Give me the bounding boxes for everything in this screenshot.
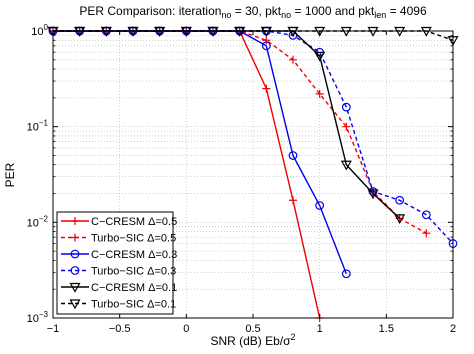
y-axis-ticks: 100 10−1 10−2 10−3: [27, 23, 453, 325]
data-point: [342, 122, 351, 131]
series-line: [53, 30, 427, 234]
legend-entry: C−CRESM Δ=0.1: [61, 282, 177, 294]
legend-marker: [70, 266, 80, 275]
legend-marker: [69, 299, 81, 310]
legend-marker: [71, 217, 79, 225]
chart-title: PER Comparison: iterationno = 30, pktno …: [79, 4, 427, 20]
y-tick-label: 10−2: [27, 214, 49, 229]
legend-label: C−CRESM Δ=0.1: [91, 282, 177, 294]
x-tick-label: 1: [317, 323, 323, 335]
x-axis-label: SNR (dB) Eb/σ2: [210, 332, 295, 348]
data-point: [394, 214, 406, 225]
legend-label: Turbo−SIC Δ=0.1: [91, 299, 176, 311]
x-tick-label: 2: [450, 323, 456, 335]
y-tick-label: 100: [31, 23, 48, 38]
x-tick-label: 1.5: [379, 323, 394, 335]
data-point: [262, 84, 271, 93]
legend-entry: C−CRESM Δ=0.3: [61, 249, 177, 261]
data-point: [341, 269, 351, 279]
data-point: [367, 189, 379, 200]
legend-label: C−CRESM Δ=0.5: [91, 216, 177, 228]
data-point: [288, 151, 298, 160]
legend-entry: Turbo−SIC Δ=0.3: [61, 266, 176, 278]
data-point: [421, 210, 431, 220]
data-point: [341, 102, 351, 112]
legend-label: C−CRESM Δ=0.3: [91, 249, 177, 261]
legend-marker: [71, 233, 79, 242]
data-point: [395, 195, 405, 205]
x-tick-label: 0.5: [245, 323, 260, 335]
data-point: [340, 160, 352, 171]
legend-label: Turbo−SIC Δ=0.3: [91, 266, 176, 278]
legend-marker: [70, 249, 80, 259]
data-point: [422, 229, 431, 238]
legend-label: Turbo−SIC Δ=0.5: [91, 233, 176, 245]
x-tick-label: 0: [183, 323, 189, 335]
x-tick-label: −1: [47, 323, 60, 335]
data-point: [315, 89, 324, 98]
legend-entry: Turbo−SIC Δ=0.1: [61, 299, 176, 311]
data-point: [314, 51, 326, 62]
x-tick-label: −0.5: [109, 323, 131, 335]
legend-marker: [69, 282, 81, 293]
data-point: [262, 36, 271, 45]
legend: C−CRESM Δ=0.5 Turbo−SIC Δ=0.5 C−CRESM Δ=0.…: [56, 211, 177, 315]
y-tick-label: 10−3: [27, 310, 49, 325]
data-point: [261, 41, 271, 51]
data-point: [289, 196, 297, 205]
legend-entry: C−CRESM Δ=0.5: [61, 216, 177, 228]
y-axis-label: PER: [3, 162, 17, 187]
data-point: [289, 55, 297, 64]
legend-entry: Turbo−SIC Δ=0.5: [61, 233, 176, 245]
x-axis-ticks: −1 −0.5 0 0.5 1 1.5 2: [47, 31, 456, 335]
y-tick-label: 10−1: [27, 119, 49, 134]
legend-box: [56, 211, 174, 315]
data-point: [315, 201, 325, 210]
